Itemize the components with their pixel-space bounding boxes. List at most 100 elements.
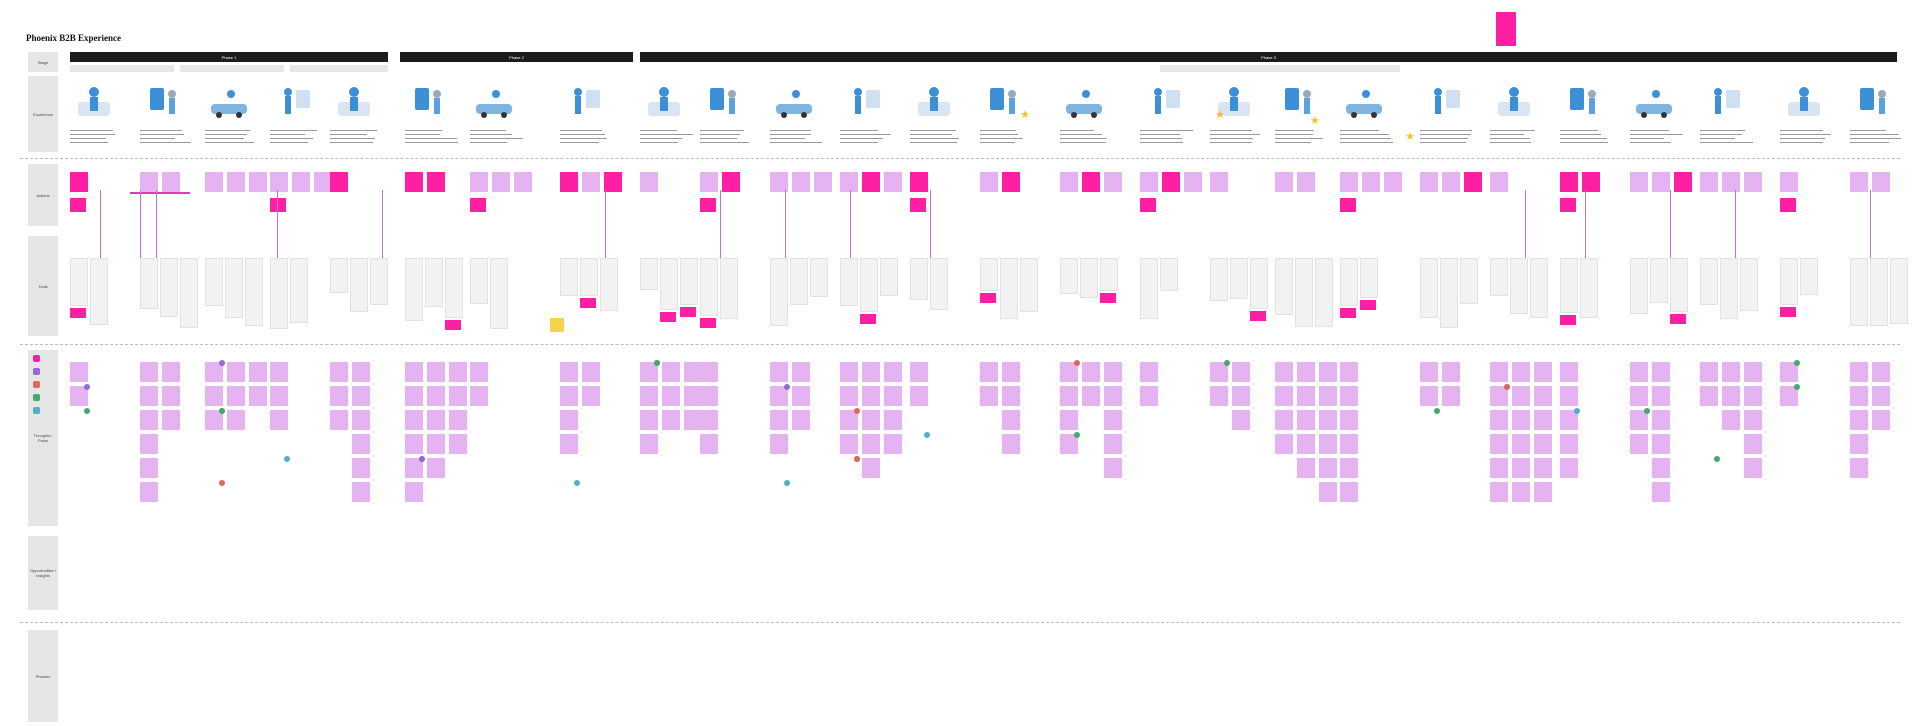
tool-card[interactable] xyxy=(290,258,308,323)
pain-sticky[interactable] xyxy=(1560,362,1578,382)
pain-sticky[interactable] xyxy=(1319,458,1337,478)
pain-sticky[interactable] xyxy=(684,386,702,406)
pain-sticky[interactable] xyxy=(1104,386,1122,406)
action-sticky[interactable] xyxy=(1630,172,1648,192)
tool-card[interactable] xyxy=(1360,258,1378,298)
pain-sticky[interactable] xyxy=(684,410,702,430)
action-sticky[interactable] xyxy=(1872,172,1890,192)
pain-sticky[interactable] xyxy=(1340,434,1358,454)
top-highlight-note[interactable] xyxy=(1496,12,1516,46)
pain-sticky[interactable] xyxy=(770,362,788,382)
pain-sticky[interactable] xyxy=(470,362,488,382)
tool-card[interactable] xyxy=(1740,258,1758,311)
pain-sticky[interactable] xyxy=(470,386,488,406)
tool-highlight-sticky[interactable] xyxy=(700,318,716,328)
pain-sticky[interactable] xyxy=(662,410,680,430)
pain-sticky[interactable] xyxy=(1652,386,1670,406)
pain-sticky[interactable] xyxy=(1232,362,1250,382)
pain-sticky[interactable] xyxy=(1140,386,1158,406)
pain-sticky[interactable] xyxy=(140,458,158,478)
tool-card[interactable] xyxy=(1700,258,1718,305)
pain-sticky[interactable] xyxy=(1340,458,1358,478)
tool-card[interactable] xyxy=(1275,258,1293,315)
tool-card[interactable] xyxy=(270,258,288,329)
action-sticky[interactable] xyxy=(1700,172,1718,192)
tool-highlight-sticky[interactable] xyxy=(70,308,86,318)
action-sticky[interactable] xyxy=(330,172,348,192)
tool-highlight-sticky[interactable] xyxy=(1340,308,1356,318)
pain-sticky[interactable] xyxy=(1340,482,1358,502)
pain-sticky[interactable] xyxy=(1560,434,1578,454)
pain-sticky[interactable] xyxy=(1512,410,1530,430)
action-sticky[interactable] xyxy=(1140,172,1158,192)
pain-sticky[interactable] xyxy=(1104,458,1122,478)
tool-card[interactable] xyxy=(140,258,158,309)
pain-sticky[interactable] xyxy=(405,482,423,502)
tool-card[interactable] xyxy=(1630,258,1648,314)
pain-sticky[interactable] xyxy=(1850,386,1868,406)
pain-sticky[interactable] xyxy=(1319,386,1337,406)
action-sticky[interactable] xyxy=(1184,172,1202,192)
tool-card[interactable] xyxy=(1490,258,1508,296)
pain-sticky[interactable] xyxy=(640,410,658,430)
pain-sticky[interactable] xyxy=(270,386,288,406)
action-sticky[interactable] xyxy=(1674,172,1692,192)
tool-card[interactable] xyxy=(810,258,828,297)
action-highlight-sticky[interactable] xyxy=(1340,198,1356,212)
pain-sticky[interactable] xyxy=(1420,386,1438,406)
pain-sticky[interactable] xyxy=(427,434,445,454)
action-sticky[interactable] xyxy=(980,172,998,192)
pain-sticky[interactable] xyxy=(862,386,880,406)
tool-card[interactable] xyxy=(330,258,348,293)
pain-sticky[interactable] xyxy=(330,362,348,382)
pain-sticky[interactable] xyxy=(1104,362,1122,382)
pain-sticky[interactable] xyxy=(840,410,858,430)
action-sticky[interactable] xyxy=(205,172,223,192)
pain-sticky[interactable] xyxy=(162,386,180,406)
tool-card[interactable] xyxy=(1800,258,1818,295)
tool-highlight-sticky[interactable] xyxy=(580,298,596,308)
action-sticky[interactable] xyxy=(792,172,810,192)
action-sticky[interactable] xyxy=(162,172,180,192)
tool-card[interactable] xyxy=(1670,258,1688,312)
action-sticky[interactable] xyxy=(1442,172,1460,192)
pain-sticky[interactable] xyxy=(980,386,998,406)
pain-sticky[interactable] xyxy=(1319,410,1337,430)
pain-sticky[interactable] xyxy=(1297,458,1315,478)
pain-sticky[interactable] xyxy=(582,362,600,382)
pain-sticky[interactable] xyxy=(1534,362,1552,382)
pain-sticky[interactable] xyxy=(1850,458,1868,478)
pain-sticky[interactable] xyxy=(1060,410,1078,430)
pain-sticky[interactable] xyxy=(205,410,223,430)
pain-sticky[interactable] xyxy=(1104,434,1122,454)
action-sticky[interactable] xyxy=(1002,172,1020,192)
pain-sticky[interactable] xyxy=(405,386,423,406)
pain-sticky[interactable] xyxy=(1722,362,1740,382)
pain-sticky[interactable] xyxy=(1780,362,1798,382)
pain-sticky[interactable] xyxy=(1060,386,1078,406)
pain-sticky[interactable] xyxy=(1297,362,1315,382)
action-sticky[interactable] xyxy=(270,172,288,192)
pain-sticky[interactable] xyxy=(1490,386,1508,406)
tool-card[interactable] xyxy=(90,258,108,325)
pain-sticky[interactable] xyxy=(1002,410,1020,430)
pain-sticky[interactable] xyxy=(1490,458,1508,478)
tool-highlight-sticky[interactable] xyxy=(680,307,696,317)
action-sticky[interactable] xyxy=(292,172,310,192)
pain-sticky[interactable] xyxy=(862,362,880,382)
tool-card[interactable] xyxy=(445,258,463,318)
pain-sticky[interactable] xyxy=(1630,386,1648,406)
tool-card[interactable] xyxy=(1440,258,1458,328)
pain-sticky[interactable] xyxy=(700,386,718,406)
pain-sticky[interactable] xyxy=(840,362,858,382)
pain-sticky[interactable] xyxy=(840,434,858,454)
tool-card[interactable] xyxy=(70,258,88,306)
action-sticky[interactable] xyxy=(770,172,788,192)
pain-sticky[interactable] xyxy=(560,410,578,430)
pain-sticky[interactable] xyxy=(352,482,370,502)
tool-card[interactable] xyxy=(1060,258,1078,294)
pain-sticky[interactable] xyxy=(427,410,445,430)
tool-highlight-sticky[interactable] xyxy=(660,312,676,322)
tool-card[interactable] xyxy=(1250,258,1268,309)
pain-sticky[interactable] xyxy=(330,386,348,406)
